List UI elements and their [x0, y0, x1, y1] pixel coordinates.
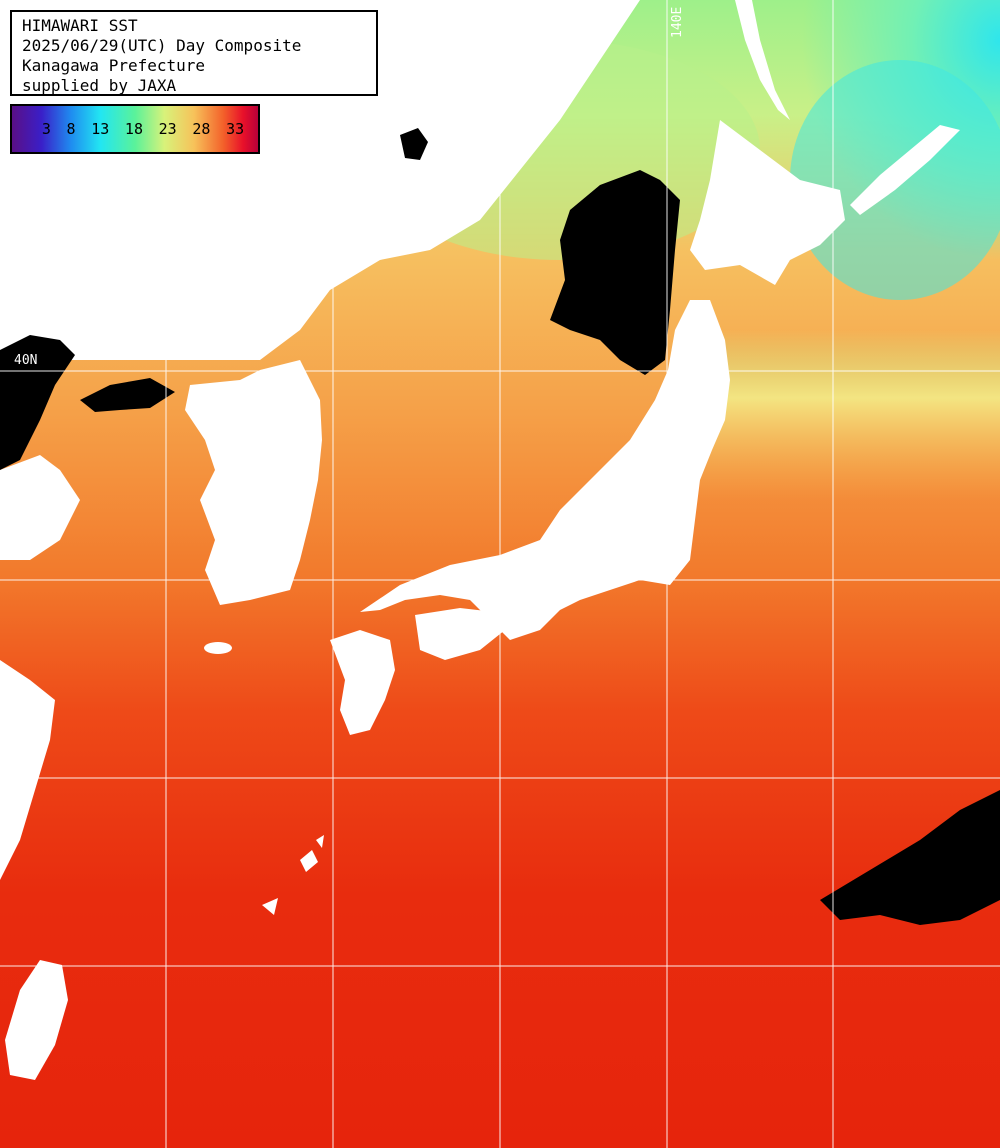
land-hokkaido	[690, 120, 845, 285]
land-jeju	[204, 642, 232, 654]
cloud-southeast	[820, 790, 1000, 925]
grid-label-lon-140: 140E	[670, 6, 685, 38]
title-box: HIMAWARI SST 2025/06/29(UTC) Day Composi…	[10, 10, 378, 96]
land-sakhalin	[735, 0, 790, 120]
land-ryukyu-3	[316, 835, 324, 848]
land-shikoku	[415, 608, 505, 660]
scale-tick-33: 33	[226, 120, 245, 138]
color-scale-legend: 3 8 13 18 23 28 33	[10, 104, 260, 154]
land-ryukyu-1	[300, 850, 318, 872]
title-line-1: HIMAWARI SST	[22, 16, 138, 35]
title-line-4: supplied by JAXA	[22, 76, 177, 95]
land-korea	[185, 360, 322, 605]
grid-label-lat-40: 40N	[14, 353, 38, 368]
cloud-bohai	[80, 378, 175, 412]
cloud-small	[400, 128, 428, 160]
cloud-japan-sea	[550, 170, 680, 375]
land-kyushu	[330, 630, 395, 735]
land-kurils	[850, 125, 960, 215]
scale-tick-3: 3	[41, 120, 51, 138]
scale-tick-23: 23	[158, 120, 177, 138]
land-ryukyu-2	[262, 898, 278, 915]
scale-tick-8: 8	[66, 120, 76, 138]
scale-tick-28: 28	[192, 120, 211, 138]
scale-tick-13: 13	[91, 120, 110, 138]
transition-zone	[700, 330, 1000, 500]
cloud-northwest	[0, 335, 75, 470]
cloud-cover	[0, 128, 1000, 925]
land-honshu	[360, 300, 730, 640]
scale-tick-18: 18	[124, 120, 143, 138]
title-line-3: Kanagawa Prefecture	[22, 56, 206, 75]
land-taiwan	[5, 960, 68, 1080]
grid-label-lat-30: 30N	[14, 760, 38, 775]
land-china-east	[0, 660, 55, 880]
land-shandong	[0, 455, 80, 560]
title-line-2: 2025/06/29(UTC) Day Composite	[22, 36, 302, 55]
